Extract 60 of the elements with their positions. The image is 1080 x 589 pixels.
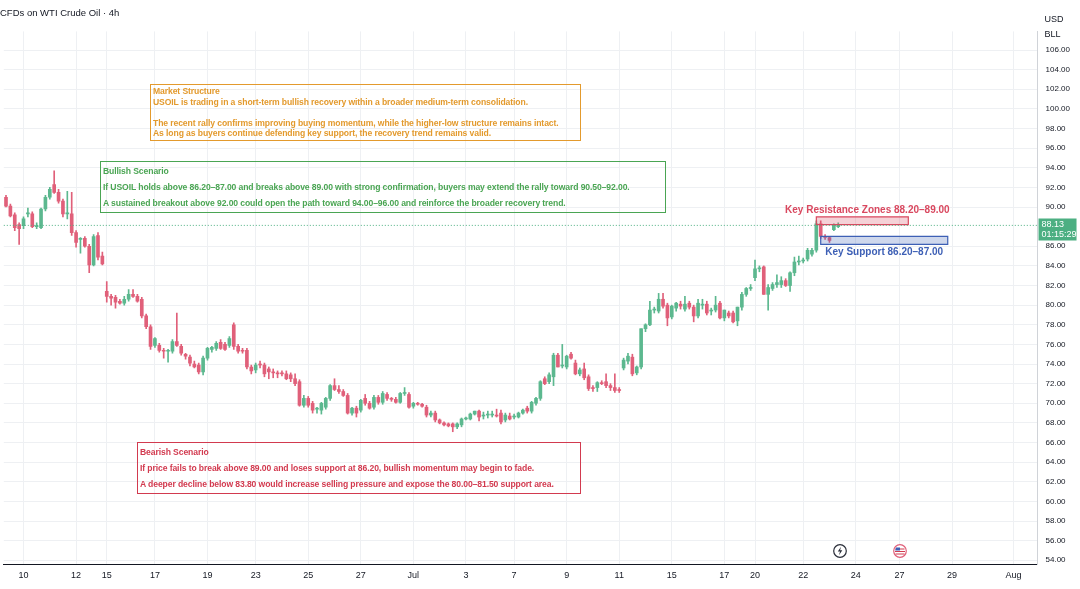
x-tick-label: 11 (614, 570, 624, 581)
band-label: Key Support 86.20–87.00 (825, 246, 944, 258)
band-label: Key Resistance Zones 88.20–89.00 (785, 203, 951, 215)
y-tick-label: 98.00 (1045, 123, 1067, 133)
x-tick-label: 29 (947, 570, 958, 581)
x-tick-label: 24 (850, 570, 861, 581)
y-tick-label: 92.00 (1045, 182, 1067, 192)
x-tick-label: 25 (303, 570, 314, 581)
x-tick-label: 7 (511, 570, 517, 581)
x-tick-label: 27 (894, 570, 905, 581)
y-tick-label: 78.00 (1045, 319, 1067, 329)
x-tick-label: 20 (750, 570, 761, 581)
y-tick-label: 80.00 (1045, 300, 1067, 310)
y-tick-label: 60.00 (1045, 496, 1067, 506)
y-tick-label: 82.00 (1045, 280, 1067, 290)
x-tick-label: 15 (666, 570, 677, 581)
y-tick-label: 106.00 (1045, 45, 1071, 55)
y-tick-label: 102.00 (1045, 84, 1071, 94)
y-tick-label: 84.00 (1045, 261, 1067, 271)
candlestick (775, 274, 779, 288)
x-tick-label: 10 (18, 570, 29, 581)
y-tick-label: 64.00 (1045, 457, 1067, 467)
x-tick-label: Aug (1005, 570, 1022, 581)
x-tick-label: 19 (202, 570, 213, 581)
text: 01:15:29 (1041, 228, 1077, 239)
y-tick-label: 74.00 (1045, 359, 1067, 369)
x-tick-label: 9 (564, 570, 570, 581)
y-tick-label: 96.00 (1045, 143, 1067, 153)
y-axis-title: USD BLL (1044, 13, 1065, 39)
x-tick-label: 22 (798, 570, 809, 581)
y-tick-label: 94.00 (1045, 162, 1067, 172)
x-tick-label: 12 (71, 570, 82, 581)
y-tick-label: 56.00 (1045, 535, 1067, 545)
candlestick (104, 281, 109, 303)
y-tick-label: 104.00 (1045, 64, 1071, 74)
y-tick-label: 90.00 (1045, 202, 1067, 212)
annotation: Bearish Scenario If price fails to break above 89.00 and loses support at 86.20, bullish momentum may begin to fade. A deeper decline below 83.80 would increase selling pressure and expose the 80.00–81.50 support area. (137, 442, 581, 494)
ref-line-label: 88.13 (1041, 218, 1065, 229)
y-tick-label: 62.00 (1045, 476, 1067, 486)
x-tick-label: 15 (101, 570, 112, 581)
x-tick-label: 17 (149, 570, 160, 581)
x-tick-label: 17 (719, 570, 730, 581)
candlestick (161, 348, 166, 359)
x-tick-label: 27 (355, 570, 366, 581)
y-tick-label: 76.00 (1045, 339, 1067, 349)
y-tick-label: 54.00 (1045, 555, 1067, 565)
x-tick-label: 23 (250, 570, 261, 581)
y-tick-label: 100.00 (1045, 104, 1071, 114)
y-tick-label: 68.00 (1045, 418, 1067, 428)
y-tick-label: 86.00 (1045, 241, 1067, 251)
x-tick-label: 3 (463, 570, 469, 581)
y-tick-label: 70.00 (1045, 398, 1067, 408)
chart-title: CFDs on WTI Crude Oil · 4h (0, 7, 120, 19)
annotation: Bullish Scenario If USOIL holds above 86.20–87.00 and breaks above 89.00 with strong confirmation, buyers may extend the rally toward 90.50–92.00. A sustained breakout above 92.00 could open the path toward 94.00–96.00 and reinforce the broader recovery trend. (100, 161, 666, 213)
x-tick-label: Jul (407, 570, 420, 581)
y-tick-label: 66.00 (1045, 437, 1067, 447)
text: Market Structure USOIL is trading in a short-term bullish recovery within a broader medium-term consolidation. The recent rally confirms improving buying momentum, while the higher-low structure remains intact. As long as buyers continue defending key support, the recovery trend remains valid. (153, 86, 559, 139)
y-tick-label: 72.00 (1045, 378, 1067, 388)
y-tick-label: 58.00 (1045, 516, 1067, 526)
candlestick (613, 373, 617, 393)
